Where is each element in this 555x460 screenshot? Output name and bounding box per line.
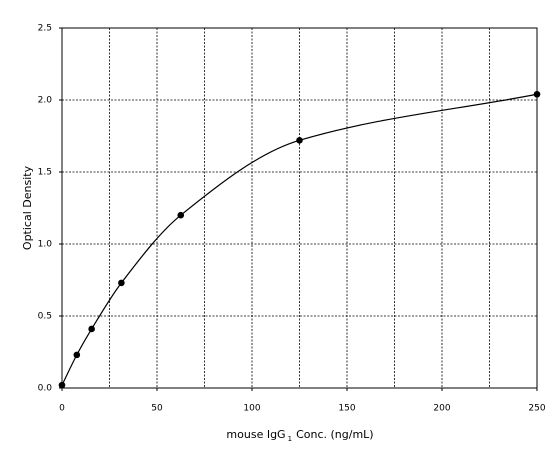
data-point (533, 90, 541, 98)
x-axis-title-subscript: 1 (288, 435, 292, 443)
x-axis-title-text: mouse IgG (226, 428, 285, 441)
data-point (58, 381, 66, 389)
x-tick-label: 250 (528, 404, 545, 414)
y-tick-label: 1.5 (38, 168, 52, 178)
x-tick-label: 0 (59, 404, 65, 414)
y-tick-label: 2.5 (38, 24, 52, 34)
fit-curve (61, 93, 538, 386)
y-tick-label: 1.0 (38, 240, 53, 250)
y-tick-label: 0.5 (38, 312, 52, 322)
plot-frame (61, 27, 538, 389)
y-tick-label: 2.0 (38, 96, 53, 106)
y-tick-label: 0.0 (38, 384, 53, 394)
x-tick-label: 100 (243, 404, 260, 414)
data-point (73, 351, 81, 359)
x-tick-label: 50 (151, 404, 163, 414)
data-point (177, 211, 185, 219)
x-tick-label: 150 (338, 404, 355, 414)
data-point (118, 279, 125, 287)
data-point (88, 325, 95, 333)
data-point (296, 137, 303, 144)
y-axis-title: Optical Density (21, 165, 34, 250)
x-tick-label: 200 (433, 404, 450, 414)
x-axis-title: mouse IgG 1 Conc. (ng/mL) (226, 428, 373, 443)
x-axis-title-rest: Conc. (ng/mL) (296, 428, 374, 441)
